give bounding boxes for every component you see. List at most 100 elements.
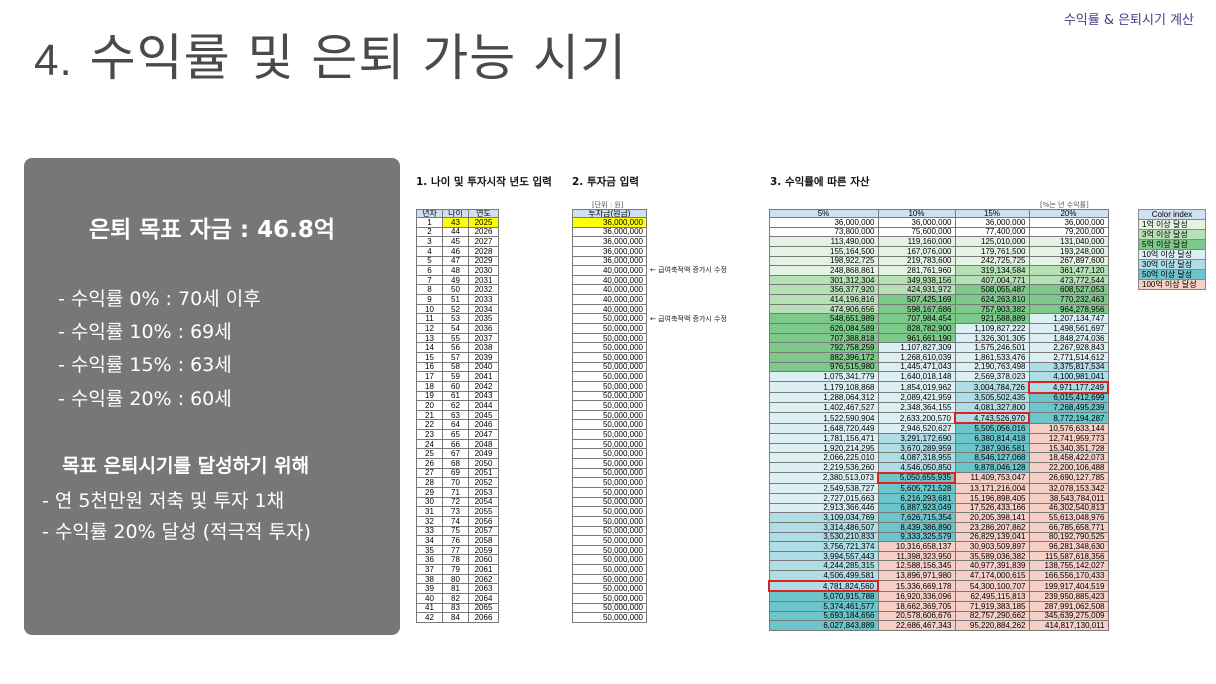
table-cell: 50,000,000: [572, 486, 647, 498]
table-row: 1,075,341,779 1,640,018,148 2,569,378,023 4…: [768, 371, 1109, 383]
table-cell: 50,000,000: [572, 525, 647, 537]
table-header-row: 5% 10% 15% 20%: [768, 209, 1109, 218]
table-cell: 20,578,606,676: [877, 610, 956, 622]
table-cell: 59: [442, 371, 469, 382]
section-label: 수익률 & 은퇴시기 계산: [1063, 13, 1194, 28]
table-cell: 1,109,827,222: [954, 323, 1030, 334]
table-cell: 2033: [468, 294, 499, 305]
table-row: 1,781,156,471 3,291,172,690 6,380,814,418 1…: [768, 433, 1109, 444]
table-row: 414,196,816 507,425,169 624,263,810 770,232…: [768, 294, 1109, 305]
table-cell: 37: [416, 564, 443, 575]
table-row: 707,388,818 961,661,190 1,326,301,305 1,848…: [768, 332, 1109, 344]
table-cell: 508,055,487: [954, 284, 1030, 296]
strategy-heading: 목표 은퇴시기를 달성하기 위해: [62, 455, 310, 477]
table-row: 1,402,467,527 2,348,364,155 4,081,327,800 7…: [768, 402, 1109, 414]
color-index-legend: Color index 1억 이상 달성 3억 이상 달성 5억 이상 달성 10억 이…: [1138, 209, 1206, 290]
table-row: 3,994,557,443 11,398,323,950 35,589,036,38…: [768, 550, 1109, 562]
table-cell: 18,662,369,705: [877, 601, 956, 612]
table-cell: 3,505,502,435: [954, 392, 1030, 404]
table-cell: 198,922,725: [768, 255, 879, 267]
table-cell: 345,639,275,009: [1028, 610, 1109, 622]
table-cell: 1,575,246,501: [954, 342, 1030, 353]
table-header-row: 투자금(원금): [572, 209, 647, 218]
table-cell: 47,174,000,615: [954, 570, 1030, 582]
table-row: 40,000,000: [572, 274, 647, 286]
legend-item: 100억 이상 달성: [1138, 279, 1206, 290]
table-cell: 2058: [468, 535, 499, 546]
table-row: 23 65 2047: [416, 429, 499, 440]
table-row: 36,000,000: [572, 255, 647, 267]
table-cell: 36,000,000: [954, 217, 1030, 228]
table-cell: 2,913,366,446: [768, 502, 879, 514]
table-row: 33 75 2057: [416, 525, 499, 537]
table-cell: 50,000,000: [572, 467, 647, 479]
table-row: 14 56 2038: [416, 342, 499, 353]
table-cell: 2,946,520,627: [877, 422, 956, 435]
table-cell: 964,278,956: [1028, 303, 1109, 315]
table-cell: 28: [416, 477, 443, 488]
table-cell: 707,388,818: [768, 332, 879, 344]
table-cell: 2029: [468, 255, 499, 267]
table-cell: 23,286,207,862: [954, 521, 1030, 533]
table-cell: 83: [442, 602, 469, 614]
table-row: 3,756,721,374 10,316,658,137 30,903,509,89…: [768, 541, 1109, 552]
table-cell: 3,670,289,959: [877, 442, 956, 454]
table-cell: 2055: [468, 506, 499, 517]
table-row: 1,920,214,295 3,670,289,959 7,387,936,581 1…: [768, 442, 1109, 454]
table-row: 2 44 2026: [416, 226, 499, 238]
table-cell: 2,089,421,959: [877, 392, 956, 404]
table-row: 248,868,861 281,761,960 319,134,584 361,477…: [768, 265, 1109, 276]
table-cell: 113,490,000: [768, 236, 879, 247]
table-cell: 2030: [468, 265, 499, 276]
table-row: 50,000,000: [572, 573, 647, 585]
table-cell: 64: [442, 419, 469, 431]
table-cell: 5,050,655,935: [877, 471, 956, 485]
table-row: 50,000,000: [572, 535, 647, 546]
table-cell: 507,425,169: [877, 294, 956, 305]
table-cell: 36,000,000: [877, 217, 956, 228]
table-cell: 50,000,000: [572, 400, 647, 411]
table-cell: 26: [416, 458, 443, 469]
table-cell: 2066: [468, 612, 499, 623]
table-cell: 598,167,686: [877, 303, 956, 315]
table-cell: 71: [442, 486, 469, 498]
table-row: 16 58 2040: [416, 361, 499, 373]
table-cell: 22: [416, 419, 443, 431]
table-cell: 2063: [468, 583, 499, 594]
table-cell: 6: [416, 265, 443, 276]
table-cell: 15,336,669,178: [877, 580, 956, 592]
table-cell: 15,340,351,728: [1028, 442, 1109, 454]
table-cell: 608,527,053: [1028, 284, 1109, 296]
table-row: 25 67 2049: [416, 448, 499, 459]
table-cell: 2057: [468, 525, 499, 537]
table-row: 20 62 2044: [416, 400, 499, 411]
table-cell: 50,000,000: [572, 409, 647, 421]
table-row: 301,312,304 349,938,156 407,004,771 473,772…: [768, 274, 1109, 286]
table-cell: 1,268,610,039: [877, 351, 956, 363]
table-cell: 35: [416, 544, 443, 556]
table-cell: 50,000,000: [572, 361, 647, 373]
table-cell: 43: [442, 217, 469, 228]
table-cell: 32: [416, 515, 443, 527]
table-row: 39 81 2063: [416, 583, 499, 594]
table-cell: 50,000,000: [572, 342, 647, 353]
table-cell: 2,380,513,073: [768, 472, 879, 484]
table-row: 2,066,225,010 4,087,318,955 8,546,127,068 1…: [768, 452, 1109, 463]
table-cell: 50,000,000: [572, 515, 647, 527]
table-cell: 18: [416, 380, 443, 392]
table-cell: 9: [416, 294, 443, 305]
table-row: 1,179,108,868 1,854,019,962 3,004,784,726 4…: [768, 380, 1109, 394]
table-row: 2,549,538,727 5,605,721,528 13,171,216,004…: [768, 482, 1109, 494]
table-cell: 50,000,000: [572, 448, 647, 459]
table-cell: 1,207,134,747: [1028, 313, 1109, 325]
legend-item: 50억 이상 달성: [1138, 269, 1206, 280]
table-row: 3 45 2027: [416, 236, 499, 247]
table-cell: 1,402,467,527: [768, 402, 879, 414]
table-cell: 361,477,120: [1028, 265, 1109, 276]
table-row: 50,000,000: [572, 458, 647, 469]
table-cell: 34: [416, 535, 443, 546]
table-cell: 55,613,048,976: [1028, 512, 1109, 523]
table-cell: 4,743,526,970: [954, 411, 1030, 425]
table-row: 50,000,000: [572, 332, 647, 344]
table-cell: 2052: [468, 477, 499, 488]
